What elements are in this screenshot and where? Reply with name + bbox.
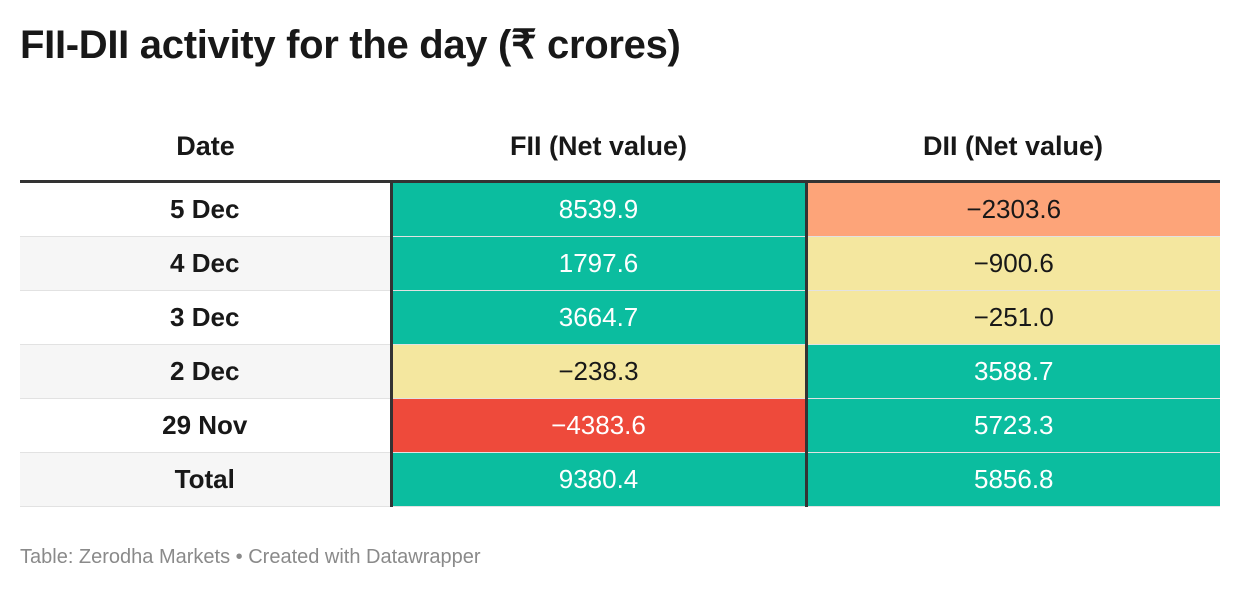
fii-value-cell: −4383.6 <box>389 398 808 453</box>
source-footer: Table: Zerodha Markets • Created with Da… <box>20 546 481 568</box>
dii-value-cell: −900.6 <box>806 236 1220 291</box>
date-cell: 2 Dec <box>20 344 391 399</box>
table-row: 5 Dec 8539.9 −2303.6 <box>20 181 1220 237</box>
dii-value-cell: 5723.3 <box>806 398 1220 453</box>
table-row: 29 Nov −4383.6 5723.3 <box>20 398 1220 453</box>
fii-value-cell: 8539.9 <box>389 181 808 237</box>
table-row: Total 9380.4 5856.8 <box>20 452 1220 507</box>
date-cell: 5 Dec <box>20 181 391 237</box>
date-cell: Total <box>20 452 391 507</box>
column-header-dii[interactable]: DII (Net value) <box>806 112 1220 183</box>
date-cell: 4 Dec <box>20 236 391 291</box>
dii-value-cell: −251.0 <box>806 290 1220 345</box>
fii-value-cell: −238.3 <box>389 344 808 399</box>
dii-value-cell: 3588.7 <box>806 344 1220 399</box>
table-body: 5 Dec 8539.9 −2303.6 4 Dec 1797.6 −900.6 3 Dec… <box>20 181 1220 507</box>
fii-value-cell: 1797.6 <box>389 236 808 291</box>
dii-value-cell: 5856.8 <box>806 452 1220 507</box>
dii-value-cell: −2303.6 <box>806 181 1220 237</box>
table-row: 2 Dec −238.3 3588.7 <box>20 344 1220 399</box>
date-cell: 3 Dec <box>20 290 391 345</box>
date-cell: 29 Nov <box>20 398 391 453</box>
fii-dii-table: Date FII (Net value) DII (Net value) 5 D… <box>20 112 1220 507</box>
fii-value-cell: 3664.7 <box>389 290 808 345</box>
page-title: FII-DII activity for the day (₹ crores) <box>20 23 681 67</box>
table-header-row: Date FII (Net value) DII (Net value) <box>20 112 1220 183</box>
column-header-date[interactable]: Date <box>20 112 391 183</box>
table-row: 4 Dec 1797.6 −900.6 <box>20 236 1220 291</box>
table-row: 3 Dec 3664.7 −251.0 <box>20 290 1220 345</box>
column-header-fii[interactable]: FII (Net value) <box>391 112 806 183</box>
fii-value-cell: 9380.4 <box>389 452 808 507</box>
